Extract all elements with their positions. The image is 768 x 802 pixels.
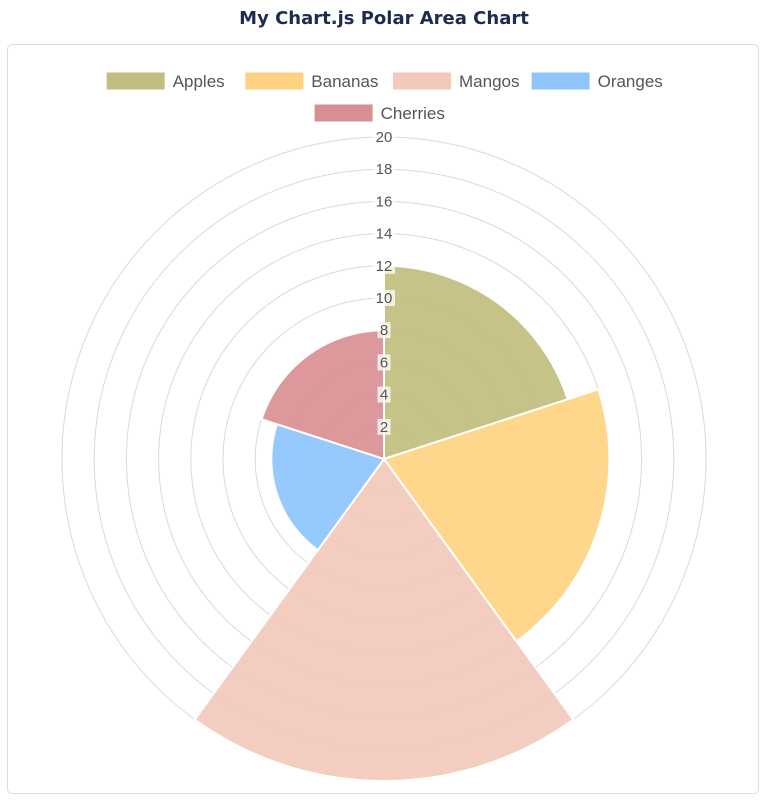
legend-label-bananas[interactable]: Bananas: [311, 72, 378, 91]
slice-bananas[interactable]: [382, 388, 611, 643]
legend-label-apples[interactable]: Apples: [173, 72, 225, 91]
tick-label: 20: [376, 129, 393, 146]
polar-area-chart: 2 4 6 8 10 12 14 16 18 20 Apples Bananas Mangos Oran…: [61, 72, 707, 782]
legend-label-oranges[interactable]: Oranges: [598, 72, 663, 91]
legend-label-mangos[interactable]: Mangos: [459, 72, 519, 91]
slice-group: [193, 264, 611, 782]
tick-backdrop: [373, 225, 395, 242]
tick-backdrop: [373, 193, 395, 210]
tick-backdrop: [373, 290, 395, 306]
legend-swatch-apples[interactable]: [106, 72, 165, 90]
legend: Apples Bananas Mangos Oranges Cherries: [106, 72, 663, 123]
slice-apples[interactable]: [383, 264, 570, 461]
tick-label: 4: [380, 387, 388, 404]
tick-label: 8: [380, 322, 388, 339]
tick-backdrop: [377, 322, 391, 339]
page-title: My Chart.js Polar Area Chart: [239, 8, 529, 29]
tick-backdrop: [373, 129, 395, 145]
slice-cherries[interactable]: [260, 329, 385, 461]
tick-label: 12: [376, 258, 393, 275]
tick-backdrop: [373, 161, 395, 178]
tick-label: 6: [380, 354, 388, 371]
slice-mangos[interactable]: [193, 457, 575, 782]
chart-card: 2 4 6 8 10 12 14 16 18 20 Apples Bananas Mangos Oran…: [7, 44, 759, 794]
tick-label: 14: [376, 226, 393, 243]
tick-label: 10: [376, 290, 393, 307]
tick-backdrop: [377, 386, 391, 403]
slice-oranges[interactable]: [270, 422, 386, 552]
legend-swatch-bananas[interactable]: [245, 72, 304, 90]
radial-tick-labels: 2 4 6 8 10 12 14 16 18 20: [373, 129, 395, 436]
legend-swatch-mangos[interactable]: [393, 72, 451, 90]
tick-backdrop: [377, 354, 391, 371]
legend-label-cherries[interactable]: Cherries: [381, 104, 445, 123]
tick-label: 18: [376, 161, 393, 178]
tick-label: 2: [380, 419, 388, 436]
legend-swatch-cherries[interactable]: [314, 104, 373, 122]
legend-swatch-oranges[interactable]: [531, 72, 590, 90]
tick-label: 16: [376, 193, 393, 210]
tick-backdrop: [377, 418, 391, 435]
tick-backdrop: [373, 257, 395, 274]
